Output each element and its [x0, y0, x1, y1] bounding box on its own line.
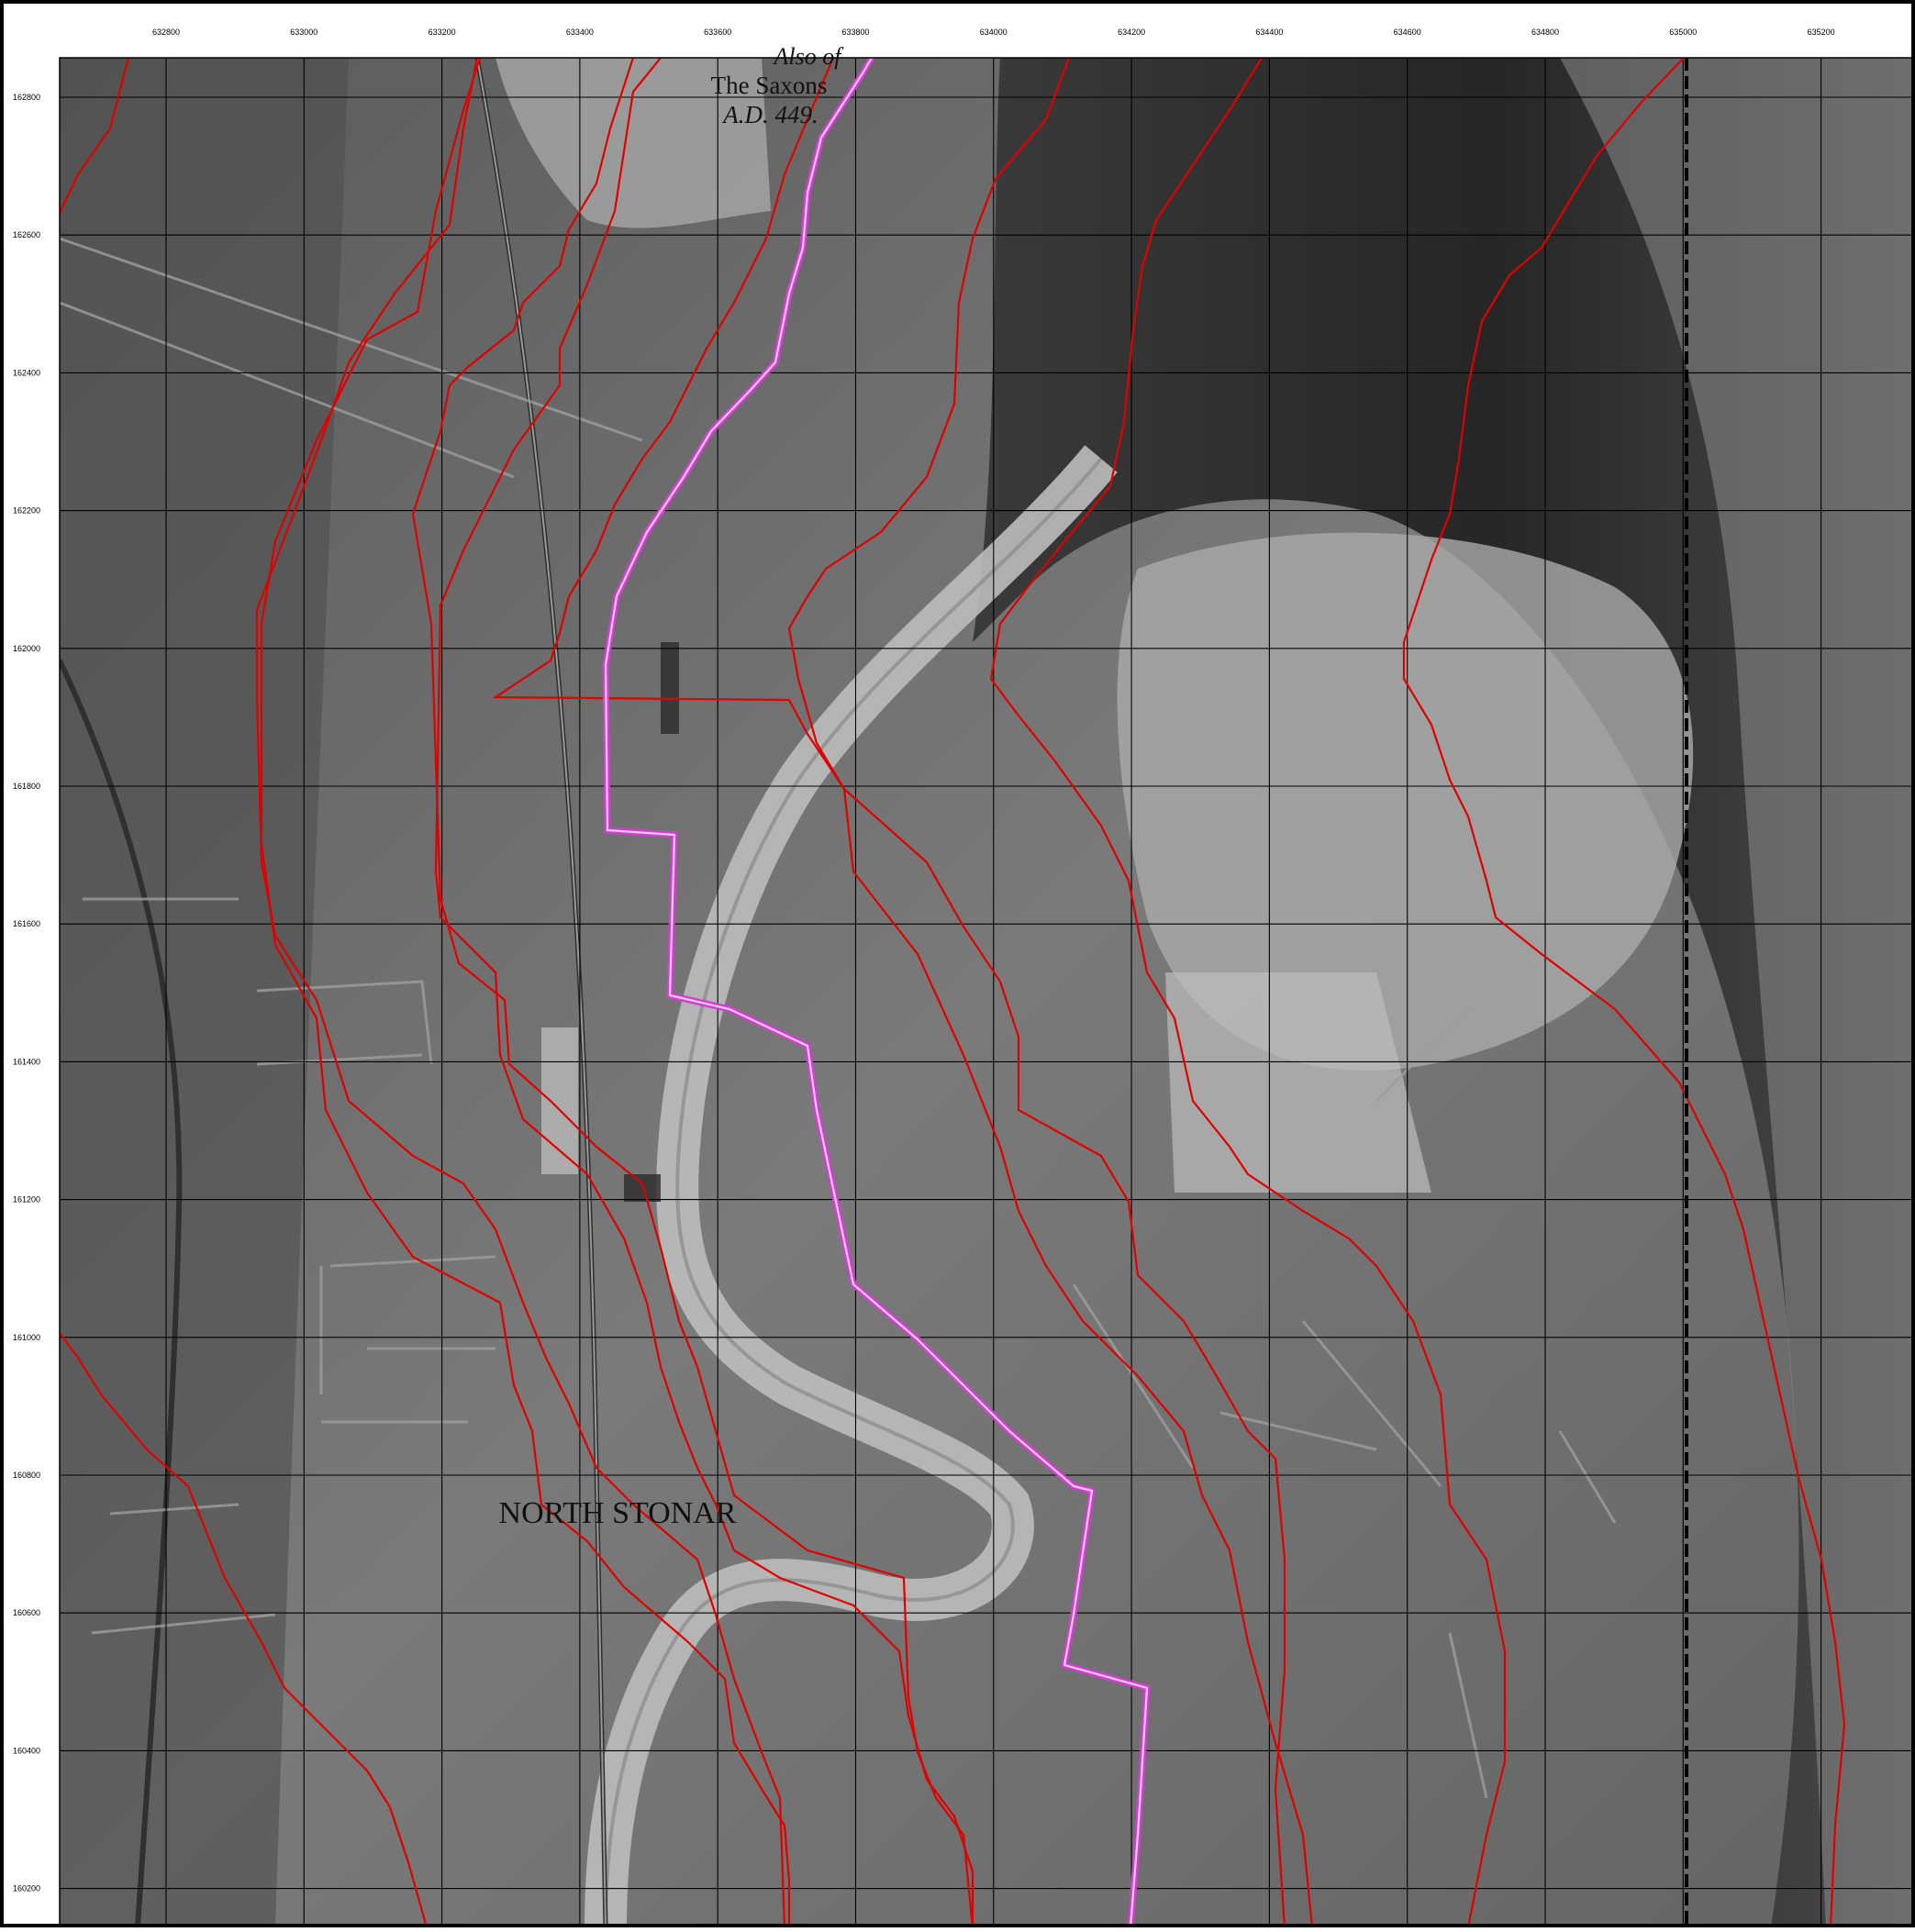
x-tick-label: 634600	[1394, 28, 1421, 37]
building-block-2	[624, 1174, 661, 1202]
contour-line	[260, 58, 791, 1927]
contour-line	[787, 58, 1286, 1927]
y-tick-label: 161800	[13, 782, 40, 791]
x-tick-label: 635200	[1808, 28, 1835, 37]
railway-curve	[60, 659, 183, 1927]
y-tick-label: 160400	[13, 1746, 40, 1755]
y-tick-label: 160800	[13, 1471, 40, 1480]
railway-centre	[476, 58, 607, 1927]
y-tick-label: 162400	[13, 368, 40, 377]
y-tick-label: 162200	[13, 506, 40, 516]
contour-lines	[60, 58, 1846, 1927]
route-line	[602, 58, 1151, 1927]
contour-line	[1402, 58, 1846, 1927]
y-tick-label: 162800	[13, 93, 40, 102]
caption-line-1: Also of	[773, 43, 845, 70]
contour-line	[434, 58, 974, 1927]
contour-line	[989, 58, 1507, 1927]
contour-line	[492, 58, 1314, 1927]
caption-line-3: A.D. 449.	[721, 101, 818, 128]
pale-field-area	[1117, 532, 1694, 1071]
pale-field-rectangle	[1165, 972, 1431, 1193]
building-block	[661, 642, 679, 734]
sea-area	[973, 58, 1915, 1927]
contour-line	[60, 1332, 429, 1927]
x-tick-label: 633800	[841, 28, 869, 37]
aerial-imagery	[60, 58, 1915, 1927]
x-tick-label: 634400	[1255, 28, 1283, 37]
y-axis-ticks: 162800 162600 162400 162200 162000 161800 1616…	[13, 93, 40, 1893]
x-tick-label: 634200	[1118, 28, 1145, 37]
contour-line	[255, 58, 786, 1927]
river-bank	[604, 457, 1103, 1927]
northern-pale-field	[495, 58, 771, 228]
x-tick-label: 634000	[980, 28, 1008, 37]
buildings-cluster	[541, 1027, 578, 1174]
x-tick-label: 633200	[429, 28, 456, 37]
y-tick-label: 162000	[13, 644, 40, 653]
grid-lines	[60, 58, 1915, 1927]
contour-line	[411, 58, 974, 1927]
y-tick-label: 160200	[13, 1884, 40, 1893]
field-boundaries	[60, 237, 1617, 1799]
y-tick-label: 162600	[13, 230, 40, 239]
x-tick-label: 635000	[1669, 28, 1697, 37]
x-tick-label: 633400	[566, 28, 594, 37]
x-tick-label: 632800	[152, 28, 180, 37]
western-fields	[60, 58, 349, 1927]
y-tick-label: 161200	[13, 1195, 40, 1205]
coastal-sand-spit	[1560, 58, 1915, 1927]
y-tick-label: 161600	[13, 919, 40, 928]
x-tick-label: 633000	[290, 28, 317, 37]
y-tick-label: 161000	[13, 1333, 40, 1342]
caption-line-2: The Saxons	[711, 72, 828, 99]
x-tick-label: 634800	[1531, 28, 1559, 37]
x-axis-ticks: 632800 633000 633200 633400 633600 633800 6340…	[152, 28, 1835, 37]
y-tick-label: 161400	[13, 1057, 40, 1066]
x-tick-label: 633600	[704, 28, 731, 37]
y-tick-label: 160600	[13, 1608, 40, 1617]
place-label: NORTH STONAR	[499, 1496, 737, 1530]
contour-line	[60, 58, 130, 214]
